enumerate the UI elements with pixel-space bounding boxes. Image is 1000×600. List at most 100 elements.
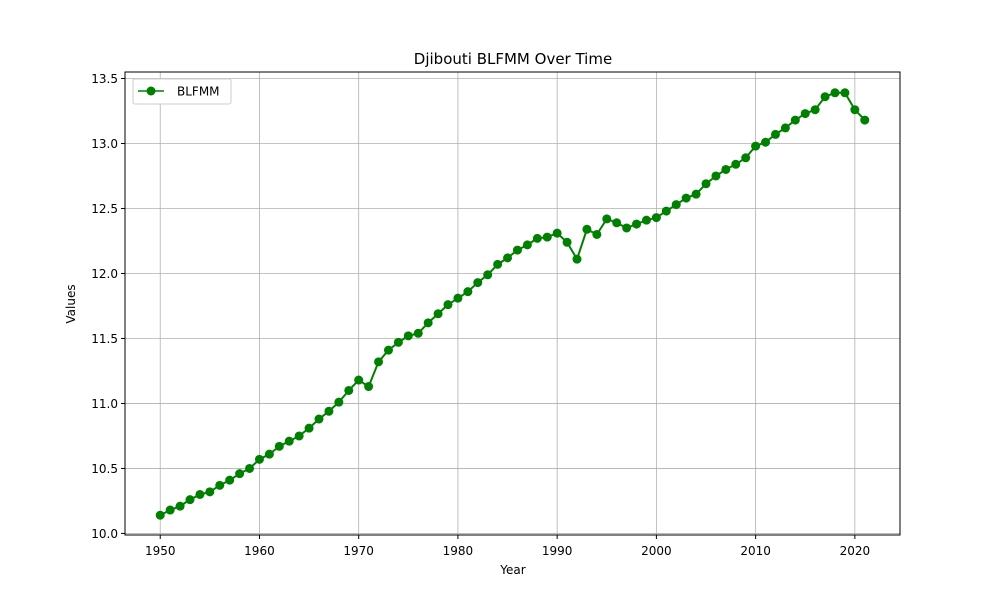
data-point (721, 164, 731, 174)
data-point (443, 300, 453, 310)
data-point (225, 475, 235, 485)
data-point (195, 489, 205, 499)
data-point (215, 480, 225, 490)
data-point (314, 414, 324, 424)
data-point (562, 237, 572, 247)
y-tick-label: 10.5 (91, 462, 118, 476)
x-axis-ticks: 1950 1960 1970 1980 1990 2000 2010 2020 (145, 535, 870, 558)
y-tick-label: 13.0 (91, 137, 118, 151)
data-point (344, 385, 354, 395)
data-point (810, 105, 820, 115)
data-point (632, 219, 642, 229)
data-point (245, 463, 255, 473)
data-point (651, 213, 661, 223)
data-point (671, 200, 681, 210)
data-point (294, 431, 304, 441)
y-tick-label: 11.0 (91, 397, 118, 411)
data-point (612, 218, 622, 228)
data-point (830, 88, 840, 98)
x-tick-label: 1950 (145, 544, 176, 558)
data-point (711, 171, 721, 181)
data-point (751, 141, 761, 151)
data-point (572, 254, 582, 264)
data-point (463, 287, 473, 297)
x-tick-label: 1990 (542, 544, 573, 558)
data-point (602, 214, 612, 224)
x-tick-label: 1980 (443, 544, 474, 558)
data-point (175, 501, 185, 511)
y-tick-label: 11.5 (91, 332, 118, 346)
data-point (681, 193, 691, 203)
legend-box (132, 78, 232, 105)
data-point (840, 88, 850, 98)
x-tick-label: 2010 (740, 544, 771, 558)
data-point (800, 109, 810, 119)
data-point (761, 137, 771, 147)
data-point (532, 233, 542, 243)
data-point (522, 240, 532, 250)
y-axis-ticks: 10.0 10.5 11.0 11.5 12.0 12.5 13.0 13.5 (91, 72, 125, 541)
series-layer (155, 88, 870, 520)
data-point (423, 318, 433, 328)
data-point (264, 449, 274, 459)
data-point (552, 228, 562, 238)
data-point (790, 115, 800, 125)
data-point (274, 441, 284, 451)
data-point (691, 189, 701, 199)
data-point (582, 224, 592, 234)
data-point (304, 423, 314, 433)
data-point (473, 278, 483, 288)
legend: BLFMM (132, 78, 232, 105)
y-axis-label: Values (64, 284, 78, 323)
data-point (165, 505, 175, 515)
data-point (383, 345, 393, 355)
x-tick-label: 2020 (840, 544, 871, 558)
data-point (185, 495, 195, 505)
data-point (503, 253, 513, 263)
data-point (731, 159, 741, 169)
data-point (850, 105, 860, 115)
data-point (622, 223, 632, 233)
data-point (701, 179, 711, 189)
data-point (354, 375, 364, 385)
y-tick-label: 10.0 (91, 527, 118, 541)
data-point (403, 331, 413, 341)
data-point (661, 206, 671, 216)
data-point (433, 309, 443, 319)
data-point (235, 469, 245, 479)
legend-marker (146, 86, 156, 96)
data-point (780, 123, 790, 133)
data-point (393, 337, 403, 347)
data-point (334, 397, 344, 407)
data-point (284, 436, 294, 446)
data-point (155, 510, 165, 520)
data-point (483, 270, 493, 280)
data-point (860, 115, 870, 125)
x-axis-label: Year (499, 563, 525, 577)
grid (125, 72, 900, 535)
y-tick-label: 12.0 (91, 267, 118, 281)
data-point (820, 92, 830, 102)
data-point (324, 406, 334, 416)
data-point (364, 382, 374, 392)
data-point (542, 232, 552, 242)
legend-label: BLFMM (177, 85, 220, 99)
x-tick-label: 1970 (343, 544, 374, 558)
chart-title: Djibouti BLFMM Over Time (414, 50, 612, 68)
x-tick-label: 1960 (244, 544, 275, 558)
data-point (592, 229, 602, 239)
x-tick-label: 2000 (641, 544, 672, 558)
data-point (641, 215, 651, 225)
data-point (254, 454, 264, 464)
data-point (205, 487, 215, 497)
plot-frame (124, 71, 901, 536)
data-point (413, 328, 423, 338)
data-point (374, 357, 384, 367)
y-tick-label: 13.5 (91, 72, 118, 86)
y-tick-label: 12.5 (91, 202, 118, 216)
data-point (512, 245, 522, 255)
data-point (453, 293, 463, 303)
data-point (493, 259, 503, 269)
